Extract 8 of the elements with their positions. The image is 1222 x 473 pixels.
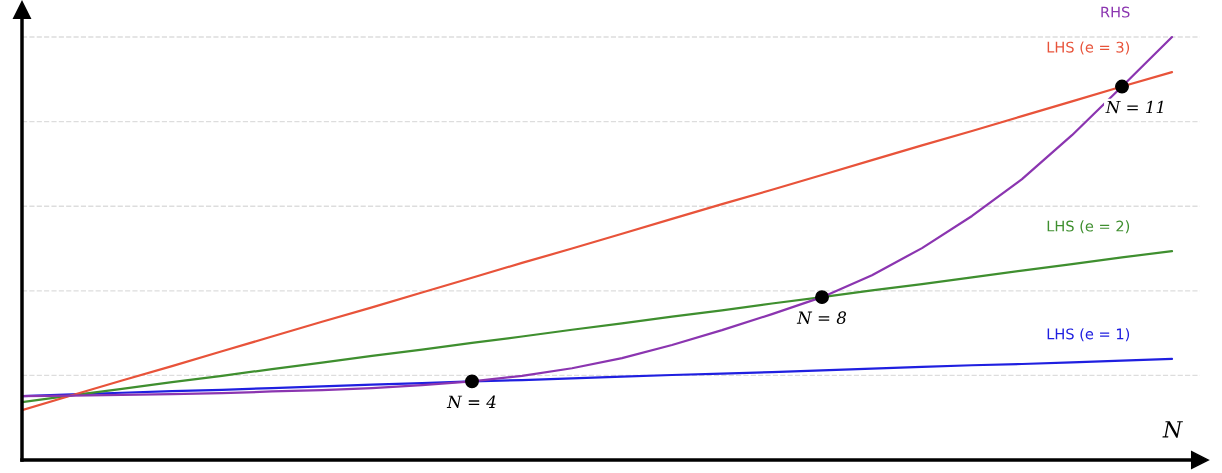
annotation: N = 8: [796, 311, 847, 324]
series-label: LHS (e = 3): [1047, 41, 1130, 55]
text: RHS: [1101, 6, 1130, 18]
series-label: LHS (e = 1): [1047, 328, 1130, 342]
x-axis-title: N: [1162, 421, 1183, 438]
series-label: LHS (e = 2): [1047, 220, 1130, 234]
annotation: N = 11: [1105, 100, 1163, 114]
annotation: N = 4: [446, 395, 496, 409]
